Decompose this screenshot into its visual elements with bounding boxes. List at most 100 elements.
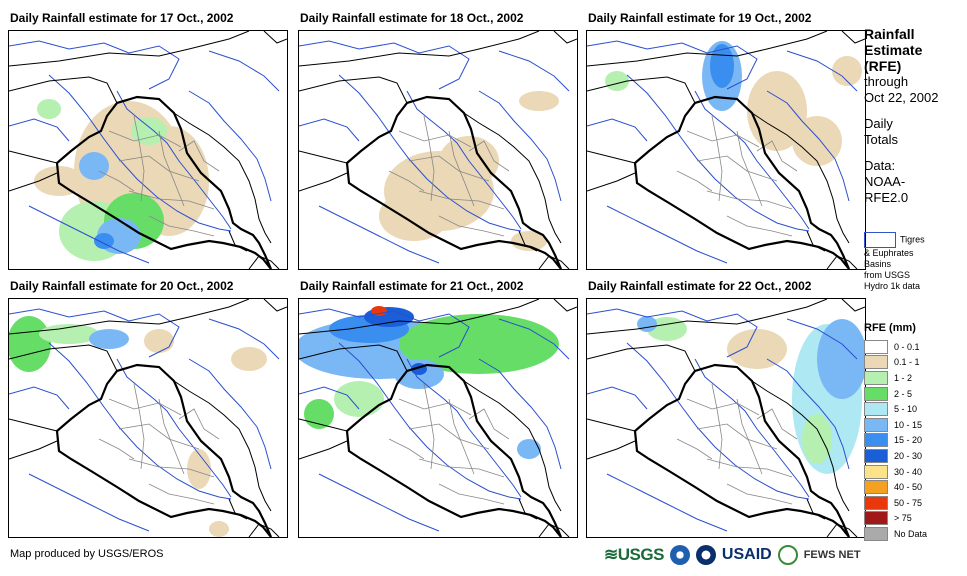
rainfall-map xyxy=(298,30,578,270)
logo-strip: ≋USGS USAID FEWS NET xyxy=(604,543,861,567)
rain-area xyxy=(144,329,174,353)
province-border xyxy=(418,458,505,478)
province-border xyxy=(178,140,220,172)
rain-area xyxy=(209,521,229,537)
panel-title: Daily Rainfall estimate for 19 Oct., 200… xyxy=(588,11,812,25)
legend-item: 5 - 10 xyxy=(864,401,964,417)
country-border xyxy=(587,150,636,164)
usaid-seal-icon xyxy=(695,545,716,565)
province-border xyxy=(158,130,185,207)
rain-area xyxy=(710,44,734,88)
boundary-layer xyxy=(587,299,865,537)
basin-label: Tigres xyxy=(900,234,925,245)
country-border xyxy=(587,440,636,460)
legend-label: 1 - 2 xyxy=(894,372,913,383)
country-border xyxy=(299,418,348,432)
river-basin-line xyxy=(786,318,858,360)
data-source: RFE2.0 xyxy=(864,190,909,205)
legend-swatch xyxy=(864,448,888,463)
rain-area xyxy=(802,414,832,464)
legend-item: 50 - 75 xyxy=(864,495,964,511)
river-basin-line xyxy=(478,90,562,202)
legend-title: RFE (mm) xyxy=(864,322,916,334)
country-border xyxy=(553,299,577,312)
province-border xyxy=(98,170,135,192)
province-border xyxy=(388,170,425,192)
river-basin-line xyxy=(406,358,522,498)
iraq-border xyxy=(345,363,563,537)
province-border xyxy=(158,398,185,475)
province-border xyxy=(418,190,505,210)
rain-layer xyxy=(299,306,559,459)
basin-label: & Euphrates xyxy=(864,248,914,258)
river-basin-line xyxy=(694,358,810,498)
country-border xyxy=(248,255,280,269)
rain-area xyxy=(817,319,865,399)
country-border xyxy=(751,380,850,512)
river-basin-line xyxy=(208,318,280,360)
province-border xyxy=(726,215,793,237)
province-border xyxy=(148,215,215,237)
province-border xyxy=(468,140,510,172)
legend-label: 0 - 0.1 xyxy=(894,341,920,352)
boundary-layer xyxy=(587,31,865,269)
river-basin-line xyxy=(338,342,522,500)
river-basin-line xyxy=(766,90,850,202)
country-border xyxy=(587,31,828,67)
legend-item: 1 - 2 xyxy=(864,370,964,386)
country-border xyxy=(299,344,408,372)
boundary-layer xyxy=(9,31,287,269)
legend-swatch xyxy=(864,339,888,354)
map-panel-18oct: Daily Rainfall estimate for 18 Oct., 200… xyxy=(298,10,578,270)
rain-area xyxy=(399,314,559,374)
country-border xyxy=(587,299,828,335)
legend-item: No Data xyxy=(864,526,964,542)
rain-layer xyxy=(9,316,267,537)
country-border xyxy=(9,440,58,460)
sidebar-title: Rainfall xyxy=(864,26,915,42)
rain-area xyxy=(519,91,559,111)
river-basin-line xyxy=(626,74,810,232)
map-panel-19oct: Daily Rainfall estimate for 19 Oct., 200… xyxy=(586,10,866,270)
country-border xyxy=(538,523,570,537)
rain-area xyxy=(379,191,449,241)
river-basin-line xyxy=(116,90,232,230)
legend-item: 0.1 - 1 xyxy=(864,355,964,371)
province-border xyxy=(711,115,723,202)
rain-area xyxy=(94,233,114,249)
river-basin-line xyxy=(9,308,180,358)
rain-layer xyxy=(605,41,862,166)
rainfall-map xyxy=(8,298,288,538)
usaid-logo: USAID xyxy=(721,546,772,563)
map-panel-17oct: Daily Rainfall estimate for 17 Oct., 200… xyxy=(8,10,288,270)
river-basin-line xyxy=(626,342,810,500)
data-source: Data: xyxy=(864,158,896,173)
usgs-logo: ≋USGS xyxy=(604,545,664,564)
legend-swatch xyxy=(864,511,888,526)
country-border xyxy=(841,299,865,312)
country-border xyxy=(841,31,865,44)
legend-item: 20 - 30 xyxy=(864,448,964,464)
map-panel-22oct: Daily Rainfall estimate for 22 Oct., 200… xyxy=(586,278,866,538)
province-border xyxy=(108,130,182,148)
river-basin-line xyxy=(606,205,728,264)
province-border xyxy=(448,130,475,207)
river-basin-line xyxy=(188,358,272,470)
country-border xyxy=(248,523,280,537)
river-basin-line xyxy=(28,205,150,264)
legend-swatch xyxy=(864,402,888,417)
river-basin-line xyxy=(116,358,232,498)
country-border xyxy=(463,112,562,244)
legend-swatch xyxy=(864,370,888,385)
province-border xyxy=(148,483,215,505)
legend-label: 2 - 5 xyxy=(894,388,913,399)
river-basin-line xyxy=(498,50,570,92)
province-border xyxy=(756,140,798,172)
province-border xyxy=(178,408,220,440)
country-border xyxy=(9,76,118,104)
fews-net-logo: FEWS NET xyxy=(803,549,861,561)
legend-item: 15 - 20 xyxy=(864,433,964,449)
sidebar-info: Rainfall Estimate (RFE) through Oct 22, … xyxy=(864,26,964,206)
rainfall-map xyxy=(298,298,578,538)
province-border xyxy=(128,190,215,210)
